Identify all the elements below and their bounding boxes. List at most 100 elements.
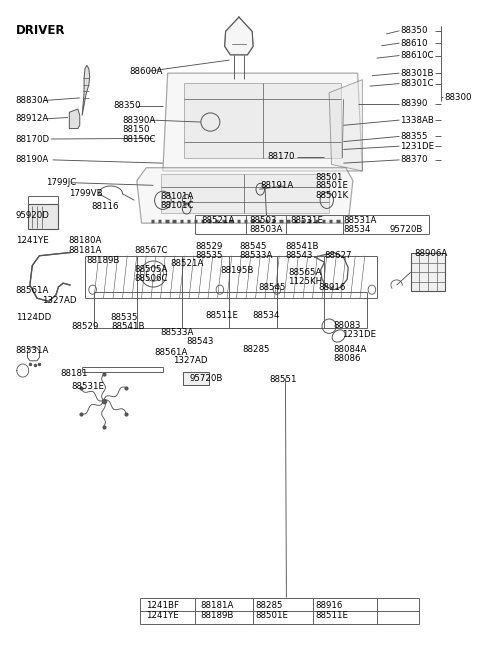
Text: 1338AB: 1338AB (400, 115, 434, 124)
Text: 88529: 88529 (195, 242, 223, 251)
Text: 88355: 88355 (400, 132, 428, 141)
Text: 88535: 88535 (195, 252, 223, 260)
Text: 1241BF: 1241BF (146, 601, 179, 610)
Text: 88534: 88534 (343, 225, 371, 234)
Text: 88150: 88150 (122, 125, 150, 134)
Text: 88610: 88610 (400, 39, 428, 48)
Polygon shape (329, 80, 362, 171)
Text: 95720B: 95720B (390, 225, 423, 234)
Polygon shape (184, 83, 341, 158)
Text: 88191A: 88191A (261, 181, 294, 191)
Text: 88503A: 88503A (249, 225, 283, 234)
Text: 88190A: 88190A (16, 155, 49, 164)
Text: 88533A: 88533A (160, 328, 194, 337)
FancyBboxPatch shape (27, 204, 59, 229)
Text: 88189B: 88189B (86, 256, 120, 265)
Text: 88350: 88350 (113, 102, 141, 110)
FancyBboxPatch shape (183, 372, 209, 385)
Text: 1799VB: 1799VB (69, 189, 103, 198)
Text: 88521A: 88521A (170, 259, 204, 268)
Polygon shape (163, 73, 362, 171)
Text: 88350: 88350 (400, 26, 428, 35)
Text: 88565A: 88565A (288, 267, 322, 276)
Text: 88505A: 88505A (134, 265, 168, 274)
Polygon shape (137, 168, 353, 223)
Text: 88285: 88285 (243, 345, 270, 354)
Text: 88531E: 88531E (290, 216, 323, 225)
Text: 88561A: 88561A (16, 286, 49, 295)
Text: 88531E: 88531E (72, 382, 105, 390)
Text: 88912A: 88912A (16, 114, 49, 123)
Text: 88180A: 88180A (68, 236, 101, 244)
Text: 88285: 88285 (255, 601, 283, 610)
Text: 88531A: 88531A (16, 346, 49, 356)
Text: 88543: 88543 (285, 252, 312, 260)
Text: 88086: 88086 (333, 354, 360, 363)
Text: 88195B: 88195B (220, 266, 253, 275)
Text: 88531A: 88531A (343, 216, 377, 225)
Text: 1125KH: 1125KH (288, 276, 323, 286)
Polygon shape (82, 66, 90, 115)
Text: 88567C: 88567C (134, 246, 168, 255)
Text: 88561A: 88561A (155, 348, 188, 357)
Text: 88529: 88529 (72, 322, 99, 331)
Text: 88116: 88116 (92, 202, 119, 211)
Text: 1231DE: 1231DE (400, 141, 434, 151)
Text: 88906A: 88906A (415, 249, 448, 257)
Text: 88511E: 88511E (205, 311, 239, 320)
Text: 88551: 88551 (270, 375, 297, 384)
Text: 88501: 88501 (315, 173, 342, 182)
Text: 88189B: 88189B (200, 610, 233, 620)
Text: 88916: 88916 (319, 282, 346, 291)
Text: 88600A: 88600A (130, 67, 163, 76)
Text: 88543: 88543 (187, 337, 214, 346)
Text: 88170: 88170 (267, 152, 295, 161)
Text: 88541B: 88541B (285, 242, 318, 251)
Polygon shape (225, 17, 253, 55)
Text: 88916: 88916 (315, 601, 342, 610)
Text: 88830A: 88830A (16, 96, 49, 105)
Text: 88501E: 88501E (255, 610, 288, 620)
Text: 1231DE: 1231DE (342, 329, 377, 339)
Text: 88506C: 88506C (134, 274, 168, 283)
Text: 88083: 88083 (333, 321, 360, 330)
Text: 88511E: 88511E (315, 610, 348, 620)
Text: 88150C: 88150C (122, 134, 156, 143)
Text: 88101C: 88101C (160, 201, 194, 210)
Text: 95720B: 95720B (189, 374, 222, 383)
Text: 1327AD: 1327AD (173, 356, 208, 365)
Text: 88301C: 88301C (400, 79, 434, 88)
Text: 88545: 88545 (258, 282, 286, 291)
Text: 88503: 88503 (249, 216, 277, 225)
Text: 88534: 88534 (252, 311, 280, 320)
Text: 88627: 88627 (324, 252, 352, 260)
Text: 88541B: 88541B (111, 322, 145, 331)
Text: 88545: 88545 (240, 242, 267, 251)
Text: 88390A: 88390A (122, 115, 156, 124)
Polygon shape (69, 109, 80, 128)
Text: 1241YE: 1241YE (16, 236, 48, 244)
Text: 88181A: 88181A (200, 601, 233, 610)
Text: 88181: 88181 (61, 369, 88, 378)
Text: 88370: 88370 (400, 155, 428, 164)
Text: 95920D: 95920D (16, 211, 49, 220)
Text: 88535: 88535 (111, 312, 138, 322)
Text: 88084A: 88084A (333, 345, 366, 354)
Text: 88610C: 88610C (400, 51, 434, 60)
Text: 1327AD: 1327AD (42, 295, 76, 305)
Text: 1124DD: 1124DD (16, 312, 51, 322)
Text: 88300: 88300 (444, 93, 472, 102)
Text: 1241YE: 1241YE (146, 610, 179, 620)
Text: 88301B: 88301B (400, 69, 434, 78)
Text: 88501K: 88501K (315, 191, 348, 200)
Text: 88170D: 88170D (16, 134, 50, 143)
Text: 88521A: 88521A (201, 216, 234, 225)
Text: 88101A: 88101A (160, 192, 194, 201)
Text: 88533A: 88533A (240, 252, 273, 260)
Text: 1799JC: 1799JC (47, 178, 77, 187)
Text: 88501E: 88501E (315, 181, 348, 191)
Polygon shape (160, 174, 329, 214)
Text: 88181A: 88181A (68, 246, 101, 255)
FancyBboxPatch shape (411, 253, 445, 291)
Text: DRIVER: DRIVER (16, 24, 65, 37)
